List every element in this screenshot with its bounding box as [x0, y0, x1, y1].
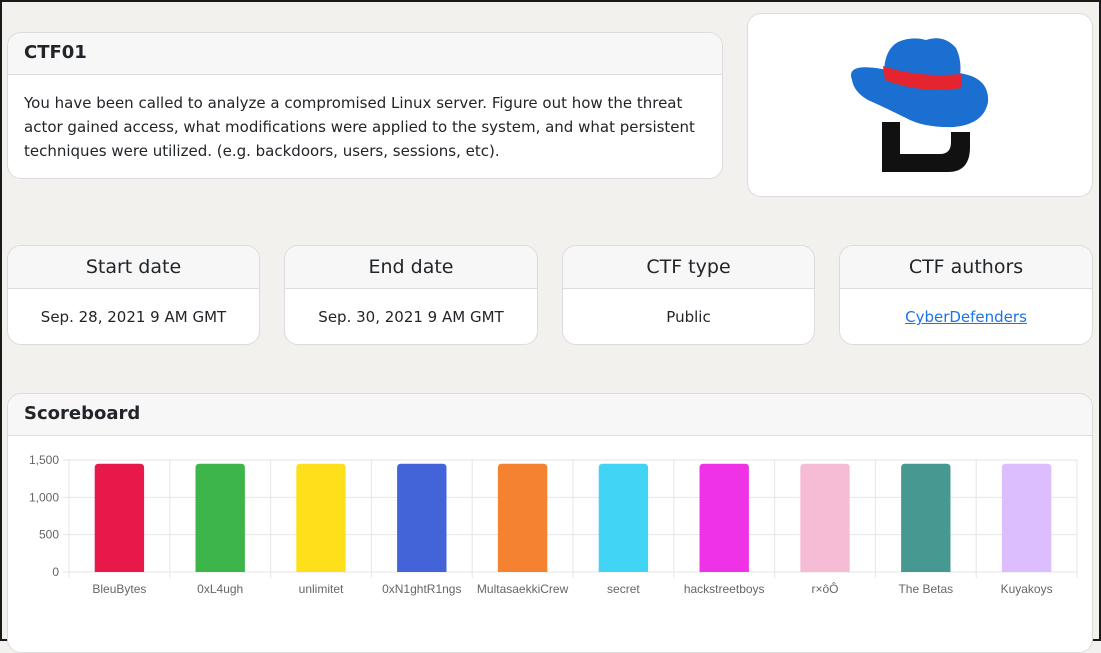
x-tick-label: The Betas: [898, 582, 953, 596]
bar: [94, 463, 145, 572]
y-tick-label: 1,500: [29, 453, 59, 467]
x-tick-label: secret: [607, 582, 640, 596]
ctf-authors-body: CyberDefenders: [840, 289, 1092, 326]
bar: [195, 463, 245, 572]
y-tick-label: 500: [39, 528, 59, 542]
ctf-authors-link[interactable]: CyberDefenders: [905, 308, 1027, 326]
bar: [699, 463, 749, 572]
start-date-value: Sep. 28, 2021 9 AM GMT: [40, 308, 227, 326]
ctf-title: CTF01: [8, 33, 722, 75]
ctf-description-text: You have been called to analyze a compro…: [24, 94, 695, 160]
start-date-card: Start date Sep. 28, 2021 9 AM GMT: [7, 245, 260, 345]
bar: [1001, 463, 1052, 572]
start-date-label: Start date: [8, 246, 259, 289]
x-tick-label: MultasaekkiCrew: [477, 582, 569, 596]
bar: [800, 463, 850, 572]
ctf-authors-label: CTF authors: [840, 246, 1092, 289]
x-tick-label: 0xL4ugh: [197, 582, 243, 596]
ctf-authors-card: CTF authors CyberDefenders: [839, 245, 1093, 345]
end-date-value: Sep. 30, 2021 9 AM GMT: [318, 308, 504, 326]
scoreboard-chart: 0 500 1,000 1,500 BleuBytes 0xL4ugh unlimitet 0…: [29, 453, 1078, 596]
x-tick-label: r×ôÔ: [811, 581, 838, 596]
y-tick-label: 0: [52, 565, 59, 579]
end-date-card: End date Sep. 30, 2021 9 AM GMT: [284, 245, 538, 345]
cyberdefenders-logo-icon: [851, 38, 989, 172]
ctf-type-card: CTF type Public: [562, 245, 815, 345]
bar: [901, 463, 951, 572]
bar: [497, 463, 548, 572]
x-tick-label: 0xN1ghtR1ngs: [382, 582, 461, 596]
ctf-type-label: CTF type: [563, 246, 814, 289]
ctf-type-value: Public: [666, 308, 711, 326]
x-tick-label: Kuyakoys: [1001, 582, 1053, 596]
end-date-label: End date: [285, 246, 537, 289]
x-tick-label: hackstreetboys: [684, 582, 765, 596]
x-tick-label: BleuBytes: [92, 582, 146, 596]
bar: [397, 463, 447, 572]
scoreboard-card: Scoreboard 0 500 1,000 1,500 BleuBytes 0xL4ug…: [7, 393, 1093, 653]
bar: [598, 463, 649, 572]
y-tick-label: 1,000: [29, 490, 59, 504]
logo-card: [747, 13, 1093, 197]
ctf-description-card: CTF01 You have been called to analyze a …: [7, 32, 723, 179]
x-tick-label: unlimitet: [299, 582, 344, 596]
scoreboard-title: Scoreboard: [8, 394, 1092, 436]
bar: [296, 463, 346, 572]
